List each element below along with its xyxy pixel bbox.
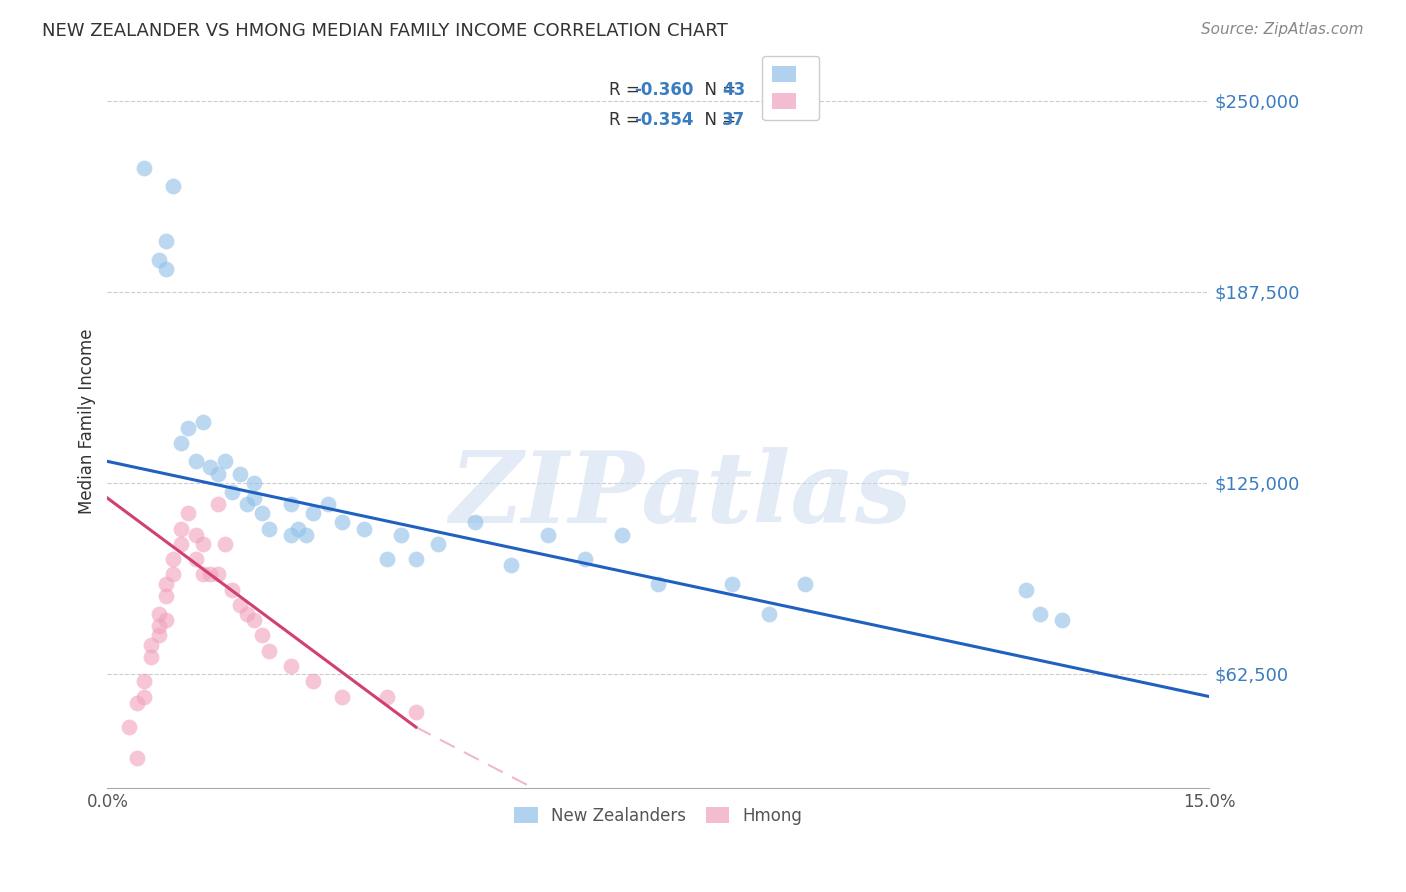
Text: 43: 43 — [723, 81, 745, 99]
Point — [236, 497, 259, 511]
Point — [1052, 613, 1074, 627]
Text: R =: R = — [609, 81, 645, 99]
Text: N =: N = — [693, 111, 741, 128]
Point — [170, 436, 193, 450]
Point — [720, 576, 742, 591]
Text: ZIPatlas: ZIPatlas — [449, 447, 911, 543]
Point — [1029, 607, 1052, 621]
Point — [610, 527, 633, 541]
Point — [464, 516, 486, 530]
Text: -0.354: -0.354 — [634, 111, 693, 128]
Point — [375, 552, 398, 566]
Y-axis label: Median Family Income: Median Family Income — [79, 329, 96, 515]
Point — [332, 516, 354, 530]
Point — [148, 619, 170, 633]
Point — [332, 690, 354, 704]
Point — [794, 576, 817, 591]
Point — [148, 607, 170, 621]
Point — [302, 674, 325, 689]
Point — [184, 454, 207, 468]
Point — [250, 506, 273, 520]
Point — [574, 552, 596, 566]
Text: NEW ZEALANDER VS HMONG MEDIAN FAMILY INCOME CORRELATION CHART: NEW ZEALANDER VS HMONG MEDIAN FAMILY INC… — [42, 22, 728, 40]
Point — [191, 415, 214, 429]
Point — [162, 179, 184, 194]
Point — [207, 497, 229, 511]
Point — [501, 558, 523, 573]
Point — [162, 552, 184, 566]
Point — [228, 467, 250, 481]
Point — [162, 567, 184, 582]
Point — [405, 705, 427, 719]
Point — [118, 720, 141, 734]
Point — [177, 506, 200, 520]
Point — [125, 696, 148, 710]
Point — [184, 527, 207, 541]
Point — [132, 674, 155, 689]
Point — [155, 613, 177, 627]
Point — [132, 690, 155, 704]
Point — [141, 638, 163, 652]
Point — [170, 522, 193, 536]
Point — [243, 475, 266, 490]
Text: Source: ZipAtlas.com: Source: ZipAtlas.com — [1201, 22, 1364, 37]
Point — [155, 576, 177, 591]
Point — [155, 589, 177, 603]
Point — [257, 644, 280, 658]
Point — [389, 527, 412, 541]
Point — [250, 628, 273, 642]
Point — [758, 607, 780, 621]
Point — [170, 537, 193, 551]
Text: R =: R = — [609, 111, 645, 128]
Point — [280, 659, 302, 673]
Point — [294, 527, 316, 541]
Point — [125, 750, 148, 764]
Point — [141, 649, 163, 664]
Point — [191, 567, 214, 582]
Point — [221, 484, 243, 499]
Text: N =: N = — [693, 81, 741, 99]
Point — [302, 506, 325, 520]
Point — [426, 537, 449, 551]
Point — [200, 460, 222, 475]
Point — [207, 567, 229, 582]
Point — [647, 576, 669, 591]
Point — [191, 537, 214, 551]
Point — [214, 454, 236, 468]
Point — [280, 497, 302, 511]
Text: -0.360: -0.360 — [634, 81, 693, 99]
Point — [537, 527, 560, 541]
Point — [1014, 582, 1036, 597]
Point — [148, 252, 170, 267]
Point — [200, 567, 222, 582]
Point — [214, 537, 236, 551]
Point — [257, 522, 280, 536]
Point — [243, 491, 266, 505]
Text: 37: 37 — [723, 111, 745, 128]
Point — [221, 582, 243, 597]
Point — [207, 467, 229, 481]
Point — [405, 552, 427, 566]
Point — [155, 235, 177, 249]
Point — [177, 421, 200, 435]
Point — [316, 497, 339, 511]
Point — [353, 522, 375, 536]
Point — [148, 628, 170, 642]
Point — [243, 613, 266, 627]
Point — [228, 598, 250, 612]
Point — [287, 522, 309, 536]
Point — [184, 552, 207, 566]
Point — [132, 161, 155, 176]
Point — [155, 262, 177, 277]
Point — [280, 527, 302, 541]
Point — [236, 607, 259, 621]
Legend: New Zealanders, Hmong: New Zealanders, Hmong — [508, 800, 808, 831]
Point — [375, 690, 398, 704]
